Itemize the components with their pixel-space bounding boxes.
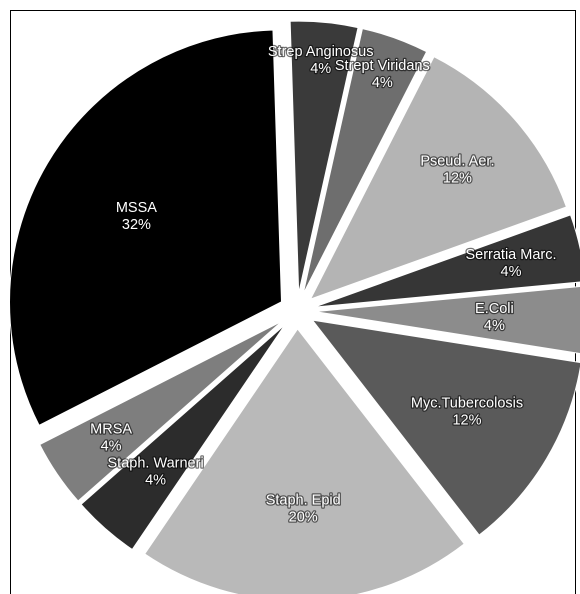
slice-name: Serratia Marc. — [465, 247, 556, 263]
slice-label-mssa: MSSA 32% — [116, 200, 157, 233]
pie-slice-strept-viridans — [302, 28, 428, 295]
slice-percent: 4% — [372, 75, 393, 91]
slice-name: Strept Viridans — [335, 58, 430, 74]
slice-percent: 12% — [443, 171, 472, 187]
pie-slice-staph-epid — [143, 328, 465, 594]
pie-slice-mssa — [9, 29, 283, 426]
slice-label-staph-warneri: Staph. Warneri 4% — [108, 455, 204, 488]
slice-name: Strep Anginosus — [268, 44, 374, 60]
slice-percent: 4% — [501, 264, 522, 280]
slice-label-staph-epid: Staph. Epid 20% — [266, 492, 341, 525]
slice-percent: 4% — [145, 472, 166, 488]
slice-percent: 20% — [289, 509, 318, 525]
slice-percent: 32% — [122, 217, 151, 233]
pie-slice-mrsa — [39, 320, 283, 502]
slice-label-e-coli: E.Coli 4% — [475, 301, 514, 334]
slice-name: Pseud. Aer. — [420, 154, 494, 170]
slice-label-myc-tubercolosis: Myc.Tubercolosis 12% — [411, 396, 523, 429]
pie-slice-pseud-aer — [309, 56, 568, 300]
pie-slice-myc-tubercolosis — [311, 319, 580, 536]
slice-name: E.Coli — [475, 301, 514, 317]
pie-slice-strep-anginosus — [289, 20, 359, 294]
pie-slice-staph-warneri — [80, 324, 286, 551]
pie-labels: MSSA 32%Strep Anginosus 4% Strept Viridans 4… — [89, 43, 558, 527]
slice-label-mrsa: MRSA 4% — [90, 421, 132, 454]
slice-name: MSSA — [116, 200, 157, 216]
slice-percent: 4% — [310, 61, 331, 77]
slice-label-strept-viridans: Strept Viridans 4% — [335, 58, 430, 91]
slice-percent: 4% — [101, 438, 122, 454]
slice-label-serratia-marc: Serratia Marc. 4% — [465, 247, 556, 280]
slice-name: Staph. Epid — [266, 492, 341, 508]
pie-slices — [9, 20, 580, 594]
slice-label-pseud-aer: Pseud. Aer. 12% — [420, 154, 494, 187]
slice-label-strep-anginosus: Strep Anginosus 4% — [268, 44, 374, 77]
pie-slice-e-coli — [314, 286, 580, 355]
slice-name: MRSA — [90, 421, 132, 437]
slice-name: Myc.Tubercolosis — [411, 396, 523, 412]
slice-name: Staph. Warneri — [108, 455, 204, 471]
slice-percent: 12% — [452, 413, 481, 429]
slice-percent: 4% — [484, 318, 505, 334]
